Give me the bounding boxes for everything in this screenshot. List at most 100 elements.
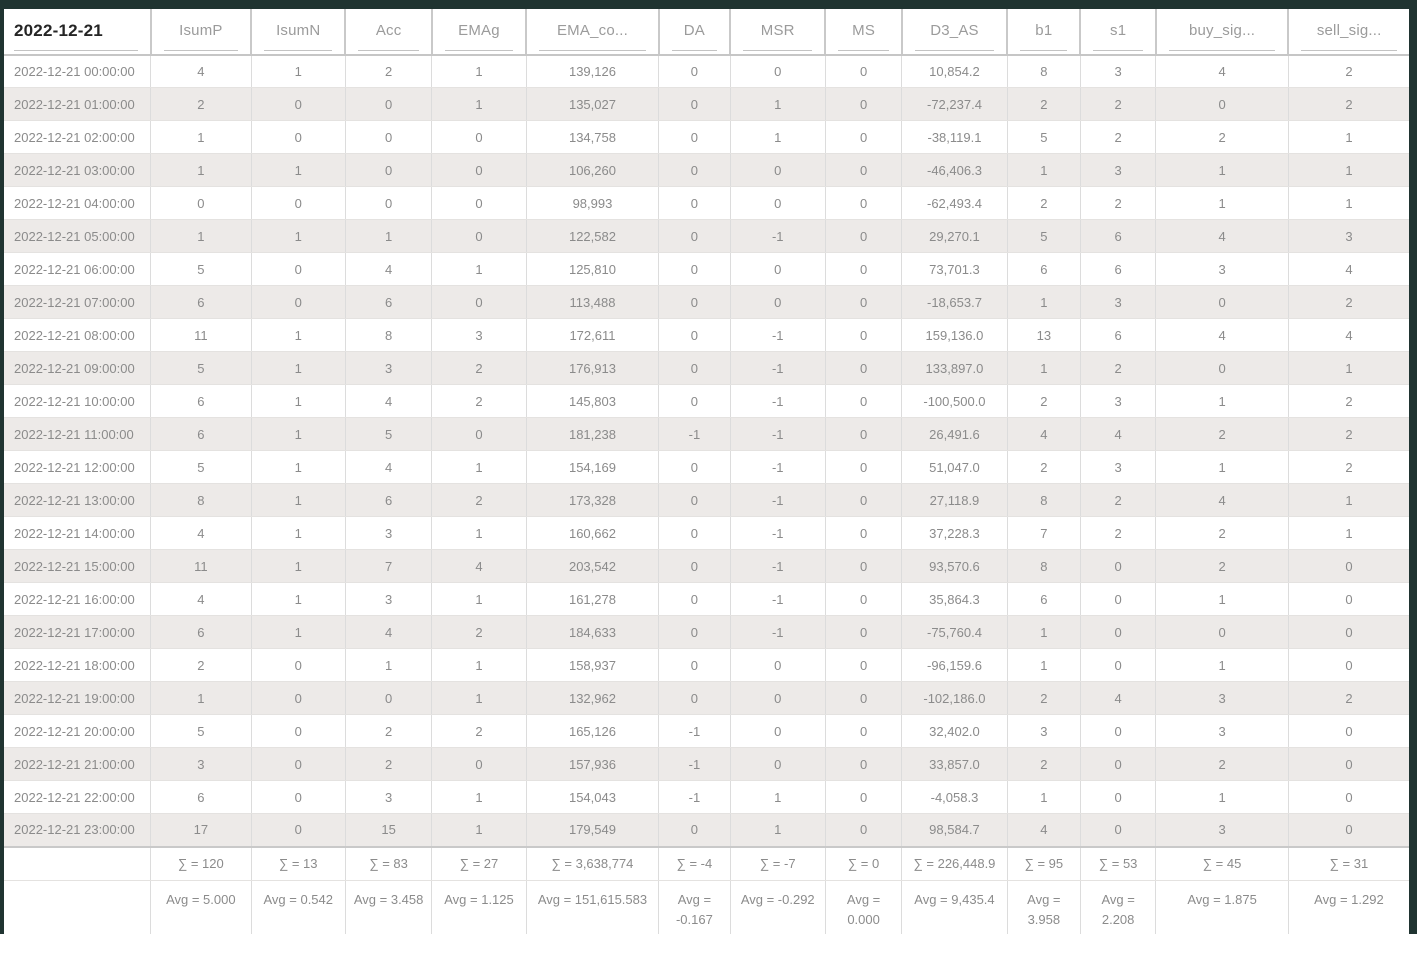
value-cell: 6: [150, 615, 252, 649]
sum-cell: [2, 845, 152, 881]
timestamp-cell: 2022-12-21 20:00:00: [2, 714, 152, 748]
column-header-ema_co[interactable]: EMA_co...: [526, 0, 660, 56]
value-cell: -62,493.4: [901, 186, 1008, 220]
sum-cell: ∑ = 226,448.9: [901, 845, 1008, 881]
sum-cell: ∑ = 95: [1007, 845, 1081, 881]
value-cell: 1: [1288, 516, 1413, 550]
column-header-ms[interactable]: MS: [825, 0, 903, 56]
value-cell: 1: [251, 483, 346, 517]
value-cell: 0: [825, 582, 903, 616]
header-underline: [358, 49, 419, 51]
value-cell: 1: [1007, 648, 1081, 682]
value-cell: 4: [1080, 681, 1157, 715]
value-cell: 32,402.0: [901, 714, 1008, 748]
value-cell: 0: [730, 681, 826, 715]
value-cell: 0: [1155, 351, 1289, 385]
value-cell: 0: [658, 153, 731, 187]
column-header-date[interactable]: 2022-12-21: [2, 0, 152, 56]
column-header-isump[interactable]: IsumP: [150, 0, 253, 56]
table-row: 2022-12-21 07:00:00 6 0 6 0 113,488 0 0 0 -18,653…: [2, 285, 1413, 319]
value-cell: 0: [251, 120, 346, 154]
header-underline: [743, 49, 813, 51]
value-cell: 0: [658, 351, 731, 385]
table-row: 2022-12-21 22:00:00 6 0 3 1 154,043 -1 1 0 -4,058…: [2, 780, 1413, 814]
header-underline: [914, 49, 995, 51]
value-cell: 0: [431, 153, 527, 187]
column-header-b1[interactable]: b1: [1007, 0, 1082, 56]
value-cell: 0: [825, 87, 903, 121]
value-cell: 0: [730, 153, 826, 187]
value-cell: 4: [345, 615, 433, 649]
timestamp-cell: 2022-12-21 10:00:00: [2, 384, 152, 418]
value-cell: 6: [150, 417, 252, 451]
column-header-label: IsumN: [276, 21, 321, 39]
value-cell: 0: [251, 648, 346, 682]
header-underline: [163, 49, 239, 51]
value-cell: 5: [345, 417, 433, 451]
table-row: 2022-12-21 21:00:00 3 0 2 0 157,936 -1 0 0 33,857…: [2, 747, 1413, 781]
avg-cell: Avg = -0.292: [730, 880, 826, 934]
value-cell: -38,119.1: [901, 120, 1008, 154]
value-cell: 2: [345, 54, 433, 88]
value-cell: 0: [825, 252, 903, 286]
column-header-da[interactable]: DA: [658, 0, 732, 56]
value-cell: 6: [345, 285, 433, 319]
value-cell: 145,803: [526, 384, 660, 418]
header-underline: [1093, 49, 1143, 51]
value-cell: 0: [730, 54, 826, 88]
value-cell: 1: [431, 813, 527, 847]
column-header-buy_sig[interactable]: buy_sig...: [1155, 0, 1290, 56]
column-header-acc[interactable]: Acc: [345, 0, 433, 56]
table-row: 2022-12-21 01:00:00 2 0 0 1 135,027 0 1 0 -72,237…: [2, 87, 1413, 121]
value-cell: 2: [1288, 87, 1413, 121]
value-cell: 1: [1155, 582, 1289, 616]
column-header-msr[interactable]: MSR: [730, 0, 827, 56]
value-cell: -18,653.7: [901, 285, 1008, 319]
value-cell: 0: [658, 483, 731, 517]
value-cell: 3: [1155, 252, 1289, 286]
value-cell: 1: [251, 153, 346, 187]
value-cell: 13: [1007, 318, 1081, 352]
value-cell: 5: [1007, 219, 1081, 253]
value-cell: 0: [825, 186, 903, 220]
value-cell: 0: [825, 747, 903, 781]
value-cell: 11: [150, 318, 252, 352]
value-cell: 0: [251, 186, 346, 220]
value-cell: 11: [150, 549, 252, 583]
value-cell: 6: [1080, 252, 1157, 286]
column-header-d3_as[interactable]: D3_AS: [901, 0, 1009, 56]
value-cell: 1: [1155, 450, 1289, 484]
value-cell: 0: [1080, 780, 1157, 814]
value-cell: 0: [825, 648, 903, 682]
value-cell: -75,760.4: [901, 615, 1008, 649]
value-cell: 0: [658, 582, 731, 616]
value-cell: 1: [431, 516, 527, 550]
header-underline: [14, 49, 138, 51]
value-cell: 4: [1288, 252, 1413, 286]
value-cell: 7: [1007, 516, 1081, 550]
column-header-s1[interactable]: s1: [1080, 0, 1157, 56]
value-cell: 0: [825, 450, 903, 484]
value-cell: 1: [251, 417, 346, 451]
value-cell: 3: [345, 351, 433, 385]
value-cell: 0: [251, 714, 346, 748]
value-cell: 0: [825, 549, 903, 583]
avg-cell: Avg = 1.125: [431, 880, 527, 934]
header-underline: [444, 49, 514, 51]
header-underline: [1168, 49, 1276, 51]
value-cell: -1: [730, 384, 826, 418]
value-cell: 1: [150, 120, 252, 154]
value-cell: 26,491.6: [901, 417, 1008, 451]
sum-row: ∑ = 120 ∑ = 13 ∑ = 83 ∑ = 27 ∑ = 3,638,774 ∑ …: [2, 845, 1413, 881]
column-header-sell_sig[interactable]: sell_sig...: [1288, 0, 1413, 56]
table-row: 2022-12-21 04:00:00 0 0 0 0 98,993 0 0 0 -62,493.…: [2, 186, 1413, 220]
value-cell: 1: [345, 219, 433, 253]
value-cell: 2: [1155, 120, 1289, 154]
avg-cell: Avg = 1.875: [1155, 880, 1289, 934]
column-header-emag[interactable]: EMAg: [431, 0, 528, 56]
column-header-isumn[interactable]: IsumN: [251, 0, 347, 56]
value-cell: 0: [345, 186, 433, 220]
avg-cell: Avg = 3.958: [1007, 880, 1081, 934]
value-cell: 1: [431, 780, 527, 814]
value-cell: 2: [150, 87, 252, 121]
